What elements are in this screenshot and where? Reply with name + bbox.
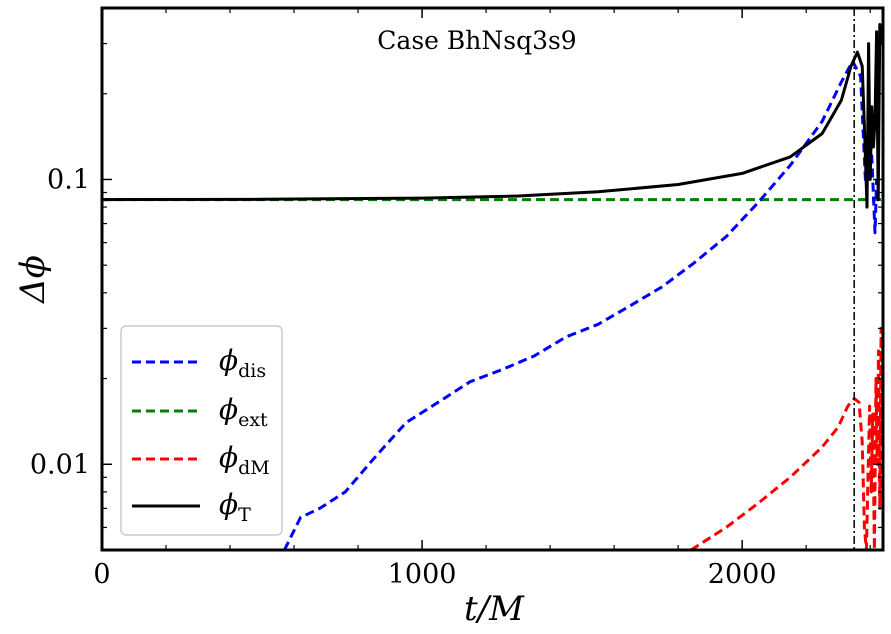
series-line-dis xyxy=(283,59,879,550)
series-layer xyxy=(102,23,883,550)
series-line-T xyxy=(102,23,883,209)
y-tick-label: 0.01 xyxy=(30,449,90,480)
y-axis-label: Δϕ xyxy=(13,255,53,305)
x-axis-label: t/M xyxy=(464,589,525,629)
plot-frame xyxy=(100,6,885,552)
chart-annotation: Case BhNsq3s9 xyxy=(377,26,576,55)
x-tick-label: 2000 xyxy=(708,559,777,590)
y-tick-label: 0.1 xyxy=(47,164,90,195)
x-tick-label: 0 xyxy=(93,559,110,590)
series-line-dM xyxy=(690,316,883,550)
tick-layer: 0 1000 2000 0.1 0.01 xyxy=(30,8,883,590)
legend-box xyxy=(120,325,283,536)
x-tick-label: 1000 xyxy=(388,559,457,590)
